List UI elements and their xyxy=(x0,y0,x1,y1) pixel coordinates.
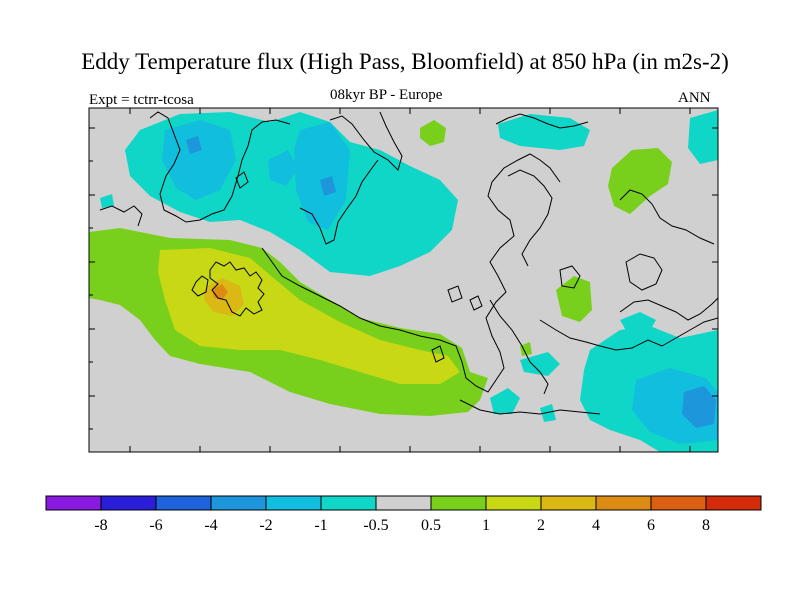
subtitle-label: 08kyr BP - Europe xyxy=(330,87,443,103)
blue-region-c xyxy=(186,136,202,154)
coastline-east-lake xyxy=(559,265,581,289)
coastline-norway xyxy=(329,111,403,171)
colorbar-tick-label: 1 xyxy=(482,517,490,534)
cyan-region-right-edge xyxy=(688,110,718,164)
cyan-region-small-b xyxy=(540,404,556,422)
colorbar-tick-label: 0.5 xyxy=(421,517,441,534)
coastline-iceland-greenland xyxy=(149,111,291,223)
cyan-region-small-a xyxy=(100,194,114,208)
yellow-region xyxy=(158,248,460,384)
coastline-balkans xyxy=(539,317,718,351)
coastline-ireland xyxy=(191,275,209,297)
cyan-region-mid-east xyxy=(620,312,656,334)
field-contours xyxy=(89,110,718,452)
light-blue-region-a xyxy=(162,120,236,200)
coastline-east-coast xyxy=(619,189,715,245)
colorbar-swatch xyxy=(595,495,652,511)
coastline-baltic xyxy=(507,169,553,267)
experiment-label: Expt = tctrr-tcosa xyxy=(89,92,194,108)
colorbar-tick-label: 4 xyxy=(592,517,600,534)
colorbar-tick-label: 2 xyxy=(537,517,545,534)
colorbar-swatch xyxy=(485,495,542,511)
colorbar-tick-label: 6 xyxy=(647,517,655,534)
colorbar-tick-label: -2 xyxy=(259,517,272,534)
colorbar-tick-label: -8 xyxy=(94,517,107,534)
map-frame xyxy=(88,107,719,453)
axis-ticks xyxy=(89,108,718,452)
colorbar-tick-label: -4 xyxy=(204,517,217,534)
blue-region-b xyxy=(320,176,336,196)
coastline-italy xyxy=(489,299,549,395)
coastlines xyxy=(99,111,718,415)
colorbar-swatch xyxy=(705,495,762,511)
blue-region xyxy=(682,386,716,428)
colorbar-labels: -8 -6 -4 -2 -1 -0.5 0.5 1 2 4 6 8 xyxy=(94,517,710,534)
colorbar-swatch xyxy=(320,495,377,511)
light-blue-region-b xyxy=(294,122,350,230)
colorbar-tick-label: -1 xyxy=(314,517,327,534)
colorbar-swatch xyxy=(155,495,212,511)
colorbar-swatch xyxy=(540,495,597,511)
coastline-sardinia xyxy=(431,345,445,363)
map-title: Eddy Temperature flux (High Pass, Bloomf… xyxy=(81,49,729,74)
green-region-northeast xyxy=(608,148,672,214)
colorbar-tick-label: -6 xyxy=(149,517,162,534)
colorbar-swatch xyxy=(430,495,487,511)
colorbar-tick-label: 8 xyxy=(702,517,710,534)
coastline-europe-main xyxy=(261,153,561,393)
colorbar-swatch xyxy=(375,495,432,511)
colorbar-swatch xyxy=(100,495,157,511)
green-region-small-2 xyxy=(520,342,532,356)
cyan-region-scandinavia xyxy=(498,114,590,150)
cyan-region-black-sea xyxy=(520,352,560,376)
cyan-region-africa xyxy=(490,388,520,414)
colorbar-swatch xyxy=(650,495,707,511)
colorbar xyxy=(45,495,762,511)
colorbar-swatch xyxy=(210,495,267,511)
coastline-africa xyxy=(459,399,601,415)
coastline-britain xyxy=(209,261,265,317)
coastline-north-west xyxy=(99,205,143,227)
coastline-peninsula xyxy=(299,159,379,245)
colorbar-tick-label: -0.5 xyxy=(363,517,388,534)
light-blue-region-d xyxy=(268,150,298,186)
colorbar-swatch xyxy=(45,495,102,511)
coastline-scandinavia-north xyxy=(495,113,589,129)
green-region-scandinavia xyxy=(420,120,446,146)
coastline-caspian xyxy=(625,253,663,291)
season-label: ANN xyxy=(678,90,711,106)
coastline-black-sea xyxy=(619,297,718,321)
coastline-islands xyxy=(235,171,483,311)
colorbar-swatch xyxy=(265,495,322,511)
green-region-east xyxy=(556,276,592,322)
